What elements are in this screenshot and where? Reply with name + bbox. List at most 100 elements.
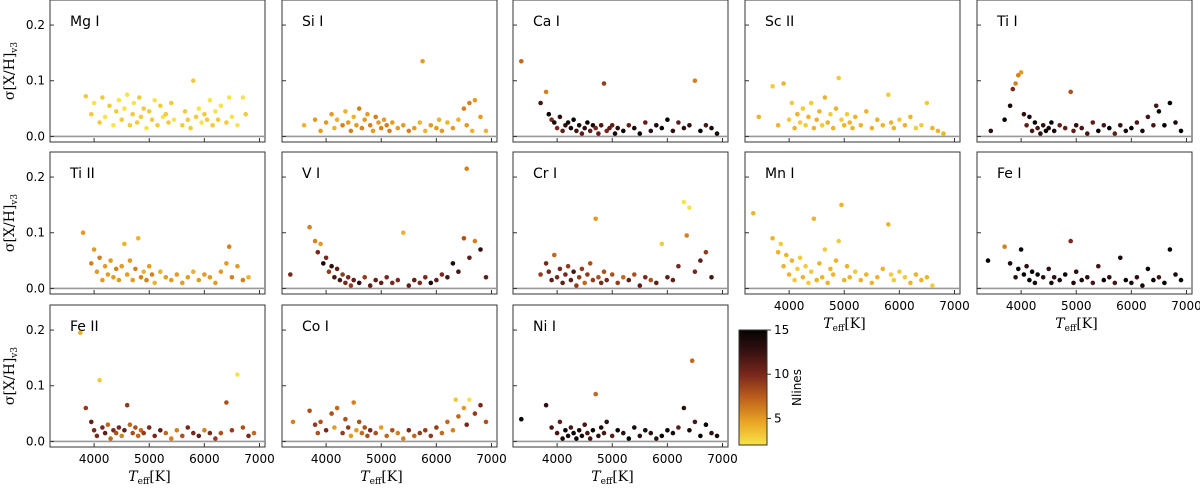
data-point [596,433,601,439]
data-point [116,425,122,430]
data-point [557,114,563,120]
data-point [1107,275,1112,280]
data-point [133,266,138,272]
data-point [687,428,692,433]
data-point [367,283,373,288]
data-point [1073,123,1079,128]
data-point [469,128,475,134]
data-point [817,261,822,266]
data-point [307,224,312,230]
data-point [880,266,886,272]
x-axis-title: Teff[K] [1055,316,1097,334]
data-point [215,117,221,122]
data-point [1162,280,1167,286]
data-point [806,280,811,286]
data-point [464,123,470,128]
panel-frame [512,304,729,448]
data-point [122,428,127,433]
data-point [483,275,489,280]
element-label: Fe I [997,166,1021,182]
data-point [423,428,428,433]
data-point [751,211,756,216]
data-point [833,106,839,111]
data-point [337,277,343,283]
data-point [825,120,830,125]
data-point [841,123,847,128]
panel-ca-i: Ca I [512,0,729,143]
data-point [1123,128,1129,134]
x-tick-label: 4000 [311,452,342,466]
data-point [858,123,864,128]
data-point [478,114,483,120]
data-point [340,430,345,436]
data-point [406,283,412,288]
data-point [836,238,841,244]
data-point [692,419,698,425]
data-point [775,123,781,128]
data-point [174,272,180,277]
data-point [467,100,472,106]
data-point [141,106,146,111]
data-point [784,252,789,258]
data-point [1062,125,1068,131]
data-point [483,128,489,134]
element-label: Mn I [765,166,795,182]
data-point [571,117,576,122]
y-tick-label: 0.2 [26,323,45,337]
data-point [919,277,924,283]
data-point [1057,123,1062,128]
panel-frame [49,0,266,143]
data-point [808,100,814,106]
data-point [637,433,643,439]
data-point [665,275,670,280]
data-point [218,103,224,109]
data-point [709,125,714,131]
data-point [102,114,108,120]
data-point [158,103,163,109]
data-point [1016,72,1021,78]
data-point [935,128,941,134]
panel-frame [744,0,961,143]
data-point [681,199,687,205]
data-point [89,419,94,425]
data-point [648,128,654,134]
data-point [814,117,819,122]
data-point [786,272,792,277]
data-point [359,125,365,131]
y-tick-label: 0.1 [26,226,45,240]
data-point [869,280,875,286]
data-point [1096,128,1101,134]
data-point [439,272,445,277]
data-point [574,128,579,134]
data-point [124,402,130,408]
data-point [1156,275,1162,280]
data-point [609,272,615,277]
data-point [461,236,467,241]
data-point [902,275,908,280]
data-point [127,422,133,428]
data-point [111,123,116,128]
data-point [116,97,122,103]
data-point [472,238,478,244]
data-point [659,125,665,131]
data-point [632,272,637,277]
data-point [97,377,102,383]
data-point [847,120,852,125]
data-point [180,433,185,439]
data-point [345,120,351,125]
data-point [709,275,714,280]
data-point [152,97,157,103]
data-point [908,114,913,120]
data-point [207,275,213,280]
x-tick-label: 6000 [421,452,452,466]
data-point [913,272,919,277]
data-point [213,280,218,286]
colorbar-gradient [738,329,768,446]
data-point [1046,266,1051,272]
data-point [1167,100,1173,106]
data-point [891,125,897,131]
panel-frame [976,0,1193,143]
data-point [207,430,213,436]
data-point [376,120,381,125]
data-point [155,123,160,128]
